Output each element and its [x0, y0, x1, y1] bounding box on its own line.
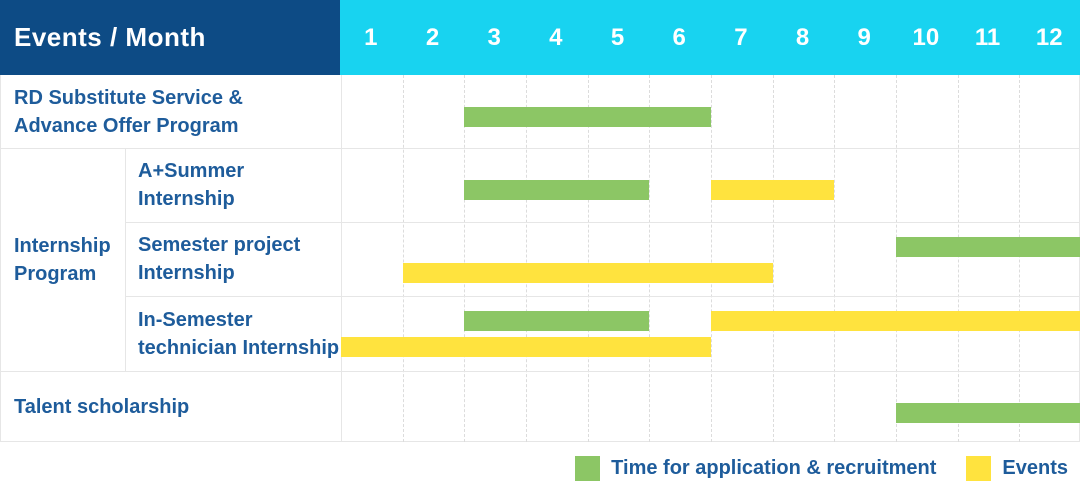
row-divider	[125, 296, 1080, 297]
legend: Time for application & recruitment Event…	[575, 456, 1068, 481]
month-label: 11	[974, 23, 1001, 51]
row-divider	[125, 222, 1080, 223]
legend-item-application-recruitment: Time for application & recruitment	[575, 456, 936, 481]
month-label: 12	[1035, 23, 1063, 51]
row-label-talent-scholarship: Talent scholarship	[1, 371, 341, 442]
gantt-bar-yellow-semester-project-internship	[402, 263, 773, 283]
gantt-track-talent-scholarship	[341, 371, 1080, 442]
month-gridline	[402, 75, 404, 442]
gantt-bar-green-rd-substitute-service	[464, 107, 711, 127]
row-label-line: Internship	[138, 188, 235, 210]
row-label-line: Advance Offer Program	[14, 114, 239, 137]
label-column-divider	[341, 75, 342, 442]
row-label-in-semester-technician-internship: In-Semester technician Internship	[125, 296, 341, 371]
gantt-bar-yellow-in-semester-technician-internship	[711, 311, 1080, 331]
month-label: 9	[857, 23, 871, 51]
row-label-line: In-Semester	[138, 308, 253, 331]
month-label: 7	[734, 23, 748, 51]
month-gridline	[649, 75, 651, 442]
month-gridline	[772, 75, 774, 442]
month-gridline	[587, 75, 589, 442]
events-month-label: Events / Month	[14, 22, 206, 52]
month-label: 8	[795, 23, 810, 51]
legend-label: Events	[1002, 457, 1068, 479]
row-divider	[1, 148, 1080, 149]
month-header-row: 1 2 3 4 5 6 7 8 9 10 11 12	[340, 0, 1080, 75]
group-column-divider	[125, 148, 126, 371]
gantt-bar-yellow-in-semester-technician-internship	[341, 337, 711, 357]
row-divider	[1, 371, 1080, 372]
gantt-bar-green-aplus-summer-internship	[464, 180, 650, 200]
month-gridlines	[341, 75, 1080, 442]
month-label: 5	[610, 23, 625, 51]
row-label-line: A+Summer	[138, 160, 245, 182]
legend-item-events: Events	[966, 456, 1068, 481]
month-label: 3	[487, 23, 501, 51]
group-label-line: Program	[14, 262, 97, 285]
gantt-bar-green-in-semester-technician-internship	[464, 311, 650, 331]
month-gridline	[896, 75, 897, 442]
gantt-track-rd-substitute-service	[341, 75, 1080, 148]
row-label-line: RD Substitute Service &	[14, 86, 243, 109]
gantt-track-aplus-summer-internship	[341, 148, 1080, 222]
row-label-line: Internship	[138, 262, 235, 284]
gantt-bar-green-semester-project-internship	[896, 237, 1080, 257]
group-label-line: Internship	[14, 234, 111, 257]
month-gridline	[834, 75, 836, 442]
month-label: 2	[425, 23, 440, 51]
gantt-body: RD Substitute Service & Advance Offer Pr…	[0, 75, 1080, 442]
group-label-internship-program: Internship Program	[1, 148, 125, 371]
month-gridline	[526, 75, 527, 442]
month-gridline	[464, 75, 466, 442]
month-label: 4	[549, 23, 563, 51]
events-month-header-cell: Events / Month	[0, 0, 340, 75]
row-label-line: Semester project	[138, 234, 301, 256]
gantt-track-semester-project-internship	[341, 222, 1080, 296]
month-gridline	[711, 75, 712, 442]
row-label-aplus-summer-internship: A+Summer Internship	[125, 148, 341, 222]
legend-label: Time for application & recruitment	[611, 457, 937, 479]
month-label: 10	[912, 23, 940, 51]
month-gridline	[1019, 75, 1021, 442]
month-label: 6	[672, 23, 686, 51]
row-label-semester-project-internship: Semester project Internship	[125, 222, 341, 296]
gantt-bar-green-talent-scholarship	[896, 403, 1080, 423]
row-label-rd-substitute-service: RD Substitute Service & Advance Offer Pr…	[1, 75, 341, 148]
month-label: 1	[364, 23, 378, 51]
yellow-swatch-icon	[966, 456, 992, 481]
month-gridline	[957, 75, 959, 442]
green-swatch-icon	[575, 456, 601, 481]
row-label-line: Talent scholarship	[14, 395, 190, 418]
row-label-line: technician Internship	[138, 336, 340, 359]
gantt-bar-yellow-aplus-summer-internship	[711, 180, 835, 200]
gantt-track-in-semester-technician-internship	[341, 296, 1080, 371]
